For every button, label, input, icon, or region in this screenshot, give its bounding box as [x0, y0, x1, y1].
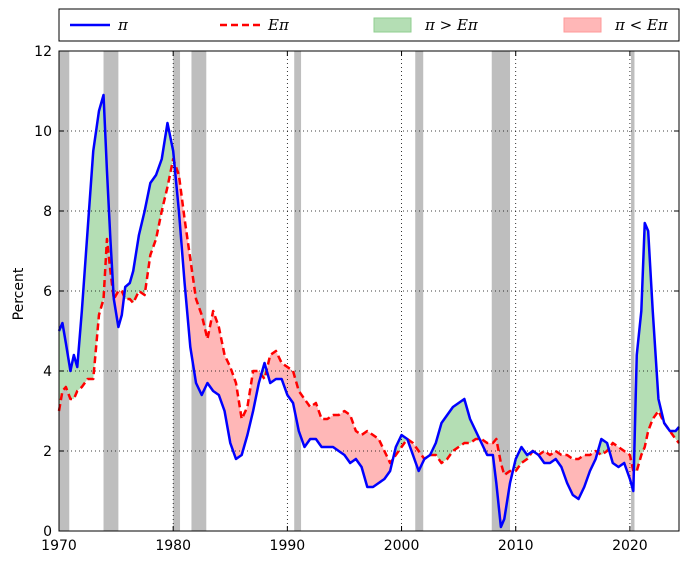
- y-tick-label: 2: [43, 444, 52, 460]
- fill-pi-below-expected: [113, 291, 125, 327]
- recession-band: [173, 51, 181, 531]
- y-tick-label: 12: [34, 44, 52, 60]
- x-tick-label: 1980: [155, 538, 191, 554]
- fill-pi-above-expected: [633, 223, 679, 471]
- gridlines: [59, 51, 679, 531]
- fill-pi-below-expected: [407, 439, 425, 471]
- y-tick-label: 6: [43, 284, 52, 300]
- legend: π Eπ π > Eπ π < Eπ: [58, 8, 680, 42]
- legend-label-epi: Eπ: [267, 16, 290, 34]
- y-axis-label: Percent: [11, 267, 27, 320]
- recession-band: [294, 51, 302, 531]
- legend-label-above: π > Eπ: [424, 16, 479, 34]
- legend-label-pi: π: [117, 16, 129, 34]
- legend-swatch-below: [563, 17, 602, 33]
- fill-pi-below-expected: [266, 351, 393, 487]
- fill-pi-below-expected: [608, 443, 634, 491]
- series-inflation-line: [57, 93, 680, 529]
- recession-band: [631, 51, 635, 531]
- y-tick-label: 8: [43, 204, 52, 220]
- y-tick-label: 10: [34, 124, 52, 140]
- legend-swatch-above: [373, 17, 412, 33]
- recession-band: [191, 51, 207, 531]
- x-tick-label: 1990: [270, 538, 306, 554]
- x-tick-label: 2000: [384, 538, 420, 554]
- x-tick-label: 1970: [41, 538, 77, 554]
- y-tick-label: 4: [43, 364, 52, 380]
- recession-band: [59, 51, 70, 531]
- fill-pi-below-expected: [174, 161, 262, 459]
- x-tick-label: 2020: [612, 538, 648, 554]
- series-lines: [57, 93, 680, 529]
- axis-ticks: 1970 1980 1990 2000 2010 2020 0 2 4 6 8 10 12: [34, 44, 679, 554]
- y-tick-label: 0: [43, 524, 52, 540]
- series-expected-inflation-line: [57, 157, 680, 477]
- fill-pi-above-expected: [424, 399, 480, 463]
- fill-pi-above-expected: [124, 123, 175, 303]
- x-tick-label: 2010: [498, 538, 534, 554]
- fill-pi-below-expected: [538, 451, 598, 499]
- legend-label-below: π < Eπ: [614, 16, 669, 34]
- recession-band: [491, 51, 511, 531]
- fill-pi-below-expected: [479, 439, 513, 527]
